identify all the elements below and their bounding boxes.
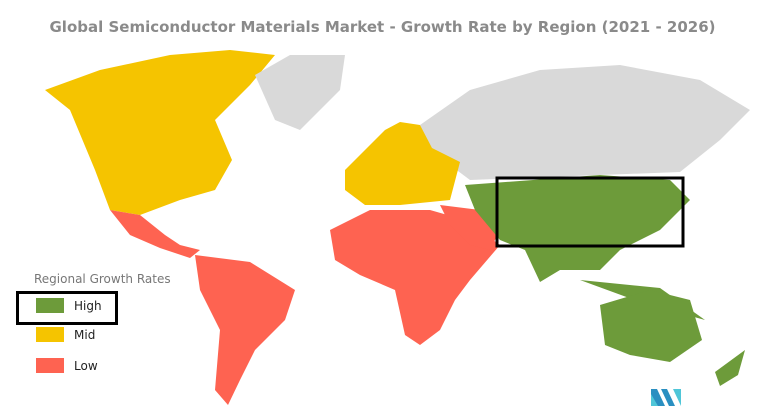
legend-label: High (74, 298, 102, 313)
region-australia (600, 290, 702, 362)
legend-swatch-mid (36, 327, 64, 342)
map-title: Global Semiconductor Materials Market - … (49, 18, 716, 36)
asia-pacific-highlight-box (495, 176, 685, 248)
legend-title: Regional Growth Rates (34, 272, 171, 286)
legend-item-mid: Mid (36, 327, 95, 342)
region-africa (330, 210, 500, 345)
region-greenland (255, 55, 345, 130)
region-russia (420, 65, 750, 180)
region-asia (465, 175, 690, 282)
legend-swatch-high (36, 298, 64, 313)
region-north-america (45, 50, 275, 215)
legend-label: Mid (74, 327, 96, 342)
region-new-zealand (715, 350, 745, 386)
mordor-intelligence-logo (651, 389, 681, 406)
legend-item-low: Low (36, 358, 98, 373)
region-central-america (110, 210, 200, 258)
legend-item-high: High (36, 298, 102, 313)
legend-swatch-low (36, 358, 64, 373)
region-south-america (195, 255, 295, 405)
legend-highlight-box (16, 291, 118, 325)
region-europe (345, 122, 460, 205)
legend-label: Low (74, 358, 98, 373)
